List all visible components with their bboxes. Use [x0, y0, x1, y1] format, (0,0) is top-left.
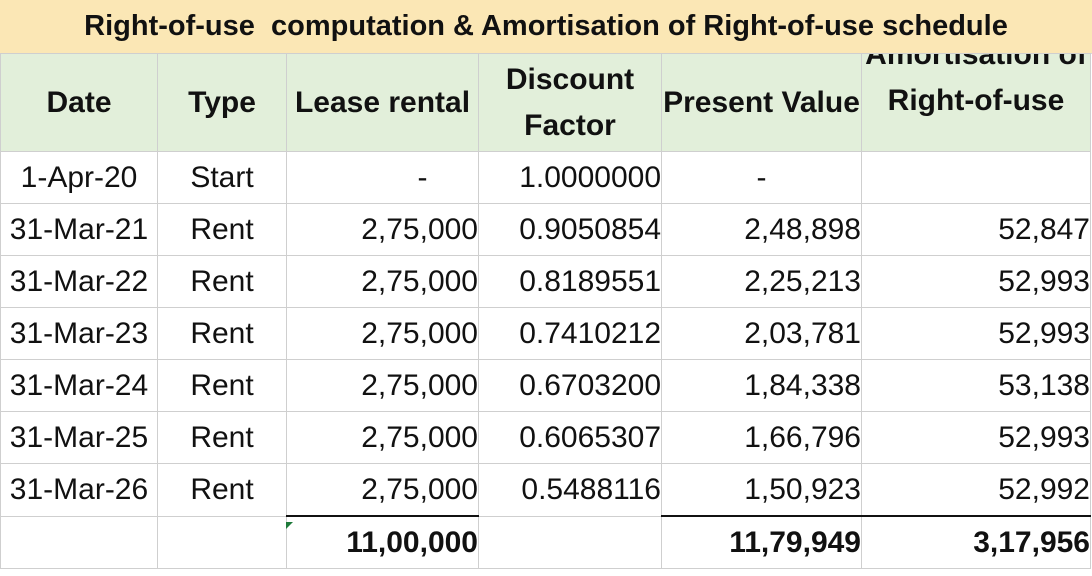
cell-amortisation[interactable]: 53,138: [861, 359, 1091, 412]
cell-date[interactable]: 31-Mar-22: [0, 255, 158, 308]
cell-date[interactable]: 31-Mar-24: [0, 359, 158, 412]
cell-discount-factor[interactable]: 0.6065307: [478, 411, 662, 464]
cell-lease-rental[interactable]: 2,75,000: [286, 463, 479, 517]
cell-type[interactable]: Rent: [157, 359, 287, 412]
cell-discount-factor[interactable]: 0.9050854: [478, 203, 662, 256]
cell-present-value[interactable]: 2,48,898: [661, 203, 862, 256]
cell-date[interactable]: 31-Mar-25: [0, 411, 158, 464]
table-row: 31-Mar-22 Rent 2,75,000 0.8189551 2,25,2…: [0, 255, 1091, 308]
table-row: 31-Mar-24 Rent 2,75,000 0.6703200 1,84,3…: [0, 359, 1091, 412]
cell-lease-rental[interactable]: 2,75,000: [286, 411, 479, 464]
cell-amortisation[interactable]: [861, 151, 1091, 204]
cell-total-lease-rental[interactable]: 11,00,000: [286, 515, 479, 569]
cell-total-present-value[interactable]: 11,79,949: [661, 515, 862, 569]
amortisation-table: Date Type Lease rental Discount Factor P…: [0, 53, 1091, 569]
cell-total-date-blank[interactable]: [0, 515, 158, 569]
cell-date[interactable]: 31-Mar-21: [0, 203, 158, 256]
cell-total-discount-blank[interactable]: [478, 515, 662, 569]
cell-amortisation[interactable]: 52,992: [861, 463, 1091, 517]
cell-discount-factor[interactable]: 0.7410212: [478, 307, 662, 360]
header-present-value[interactable]: Present Value: [661, 53, 862, 152]
cell-lease-rental[interactable]: 2,75,000: [286, 203, 479, 256]
table-row: 1-Apr-20 Start - 1.0000000 -: [0, 151, 1091, 204]
cell-lease-rental[interactable]: -: [286, 151, 479, 204]
totals-row: 11,00,000 11,79,949 3,17,956: [0, 515, 1091, 569]
cell-type[interactable]: Start: [157, 151, 287, 204]
cell-discount-factor[interactable]: 0.5488116: [478, 463, 662, 517]
cell-date[interactable]: 1-Apr-20: [0, 151, 158, 204]
cell-discount-factor[interactable]: 0.6703200: [478, 359, 662, 412]
header-lease-rental[interactable]: Lease rental: [286, 53, 479, 152]
cell-type[interactable]: Rent: [157, 307, 287, 360]
header-date[interactable]: Date: [0, 53, 158, 152]
header-discount-factor[interactable]: Discount Factor: [478, 53, 662, 152]
table-row: 31-Mar-23 Rent 2,75,000 0.7410212 2,03,7…: [0, 307, 1091, 360]
cell-type[interactable]: Rent: [157, 203, 287, 256]
cell-amortisation[interactable]: 52,993: [861, 255, 1091, 308]
cell-discount-factor[interactable]: 0.8189551: [478, 255, 662, 308]
cell-lease-rental[interactable]: 2,75,000: [286, 359, 479, 412]
cell-amortisation[interactable]: 52,847: [861, 203, 1091, 256]
header-type[interactable]: Type: [157, 53, 287, 152]
table-row: 31-Mar-25 Rent 2,75,000 0.6065307 1,66,7…: [0, 411, 1091, 464]
cell-amortisation[interactable]: 52,993: [861, 307, 1091, 360]
cell-lease-rental[interactable]: 2,75,000: [286, 255, 479, 308]
comment-marker-icon: [286, 522, 293, 529]
cell-present-value[interactable]: 1,84,338: [661, 359, 862, 412]
cell-type[interactable]: Rent: [157, 463, 287, 517]
cell-present-value[interactable]: 1,50,923: [661, 463, 862, 517]
cell-date[interactable]: 31-Mar-23: [0, 307, 158, 360]
cell-present-value[interactable]: 2,03,781: [661, 307, 862, 360]
cell-discount-factor[interactable]: 1.0000000: [478, 151, 662, 204]
cell-lease-rental[interactable]: 2,75,000: [286, 307, 479, 360]
table-row: 31-Mar-21 Rent 2,75,000 0.9050854 2,48,8…: [0, 203, 1091, 256]
schedule-title[interactable]: Right-of-use computation & Amortisation …: [0, 0, 1092, 54]
header-amortisation[interactable]: Amortisation of Right-of-use: [861, 53, 1091, 152]
cell-amortisation[interactable]: 52,993: [861, 411, 1091, 464]
cell-type[interactable]: Rent: [157, 411, 287, 464]
table-row: 31-Mar-26 Rent 2,75,000 0.5488116 1,50,9…: [0, 463, 1091, 517]
cell-date[interactable]: 31-Mar-26: [0, 463, 158, 517]
cell-present-value[interactable]: 1,66,796: [661, 411, 862, 464]
cell-present-value[interactable]: 2,25,213: [661, 255, 862, 308]
cell-total-type-blank[interactable]: [157, 515, 287, 569]
header-row: Date Type Lease rental Discount Factor P…: [0, 53, 1091, 152]
cell-type[interactable]: Rent: [157, 255, 287, 308]
cell-total-amortisation[interactable]: 3,17,956: [861, 515, 1091, 569]
cell-present-value[interactable]: -: [661, 151, 862, 204]
